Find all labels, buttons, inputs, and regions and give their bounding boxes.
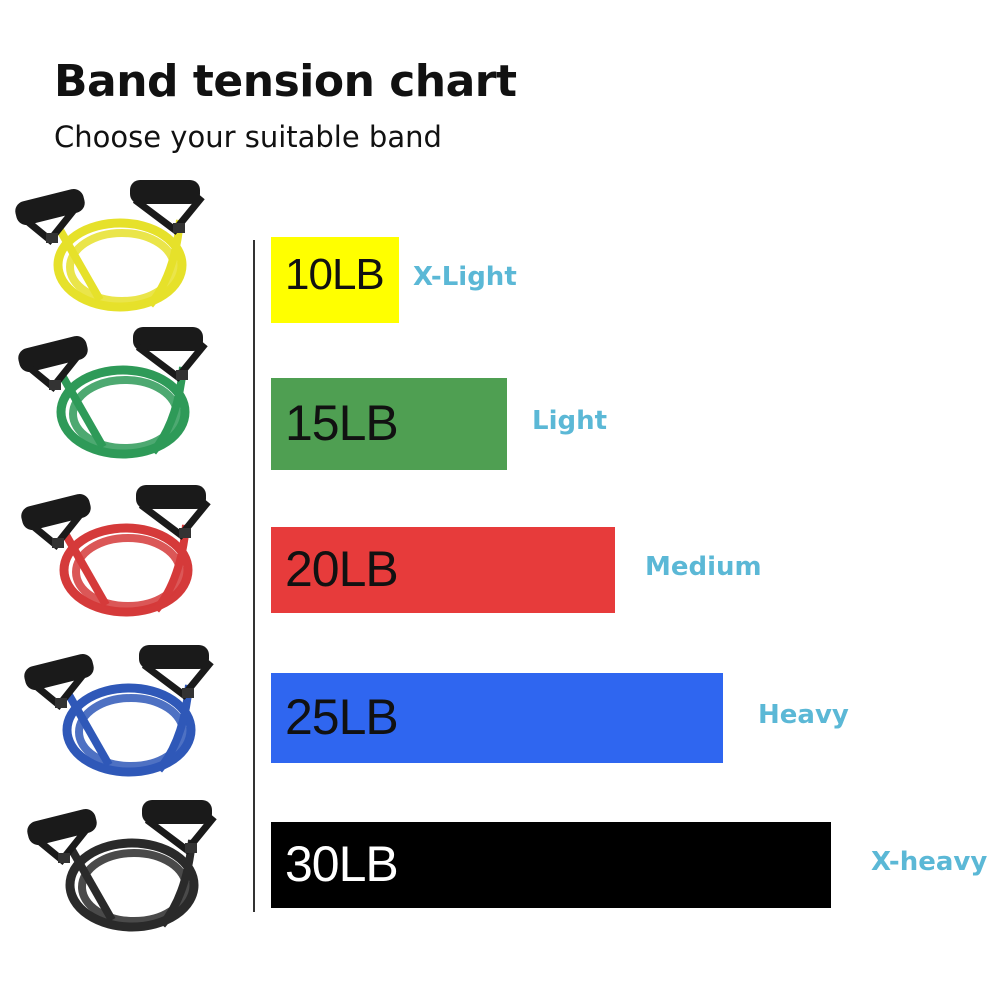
level-label: Medium bbox=[645, 552, 762, 582]
level-label: Heavy bbox=[758, 700, 849, 730]
bar-25LB bbox=[271, 673, 723, 763]
bar-value-label: 20LB bbox=[285, 541, 399, 597]
level-label: X-Light bbox=[413, 262, 517, 292]
bar-10LB bbox=[271, 237, 399, 323]
resistance-band-image bbox=[21, 485, 211, 617]
resistance-band-image bbox=[27, 800, 217, 932]
chart-subtitle: Choose your suitable band bbox=[54, 120, 442, 154]
axis-line bbox=[253, 240, 255, 912]
resistance-band-image bbox=[18, 327, 208, 459]
level-label: Light bbox=[532, 406, 608, 436]
bar-15LB bbox=[271, 378, 507, 470]
bar-20LB bbox=[271, 527, 615, 613]
bar-value-label: 25LB bbox=[285, 689, 399, 745]
bar-value-label: 15LB bbox=[285, 395, 399, 451]
bar-30LB bbox=[271, 822, 831, 908]
resistance-band-image bbox=[24, 645, 214, 777]
chart-title: Band tension chart bbox=[54, 56, 517, 107]
resistance-band-image bbox=[15, 180, 205, 312]
bar-value-label: 10LB bbox=[285, 250, 385, 299]
bar-value-label: 30LB bbox=[285, 836, 399, 892]
level-label: X-heavy bbox=[871, 847, 988, 877]
